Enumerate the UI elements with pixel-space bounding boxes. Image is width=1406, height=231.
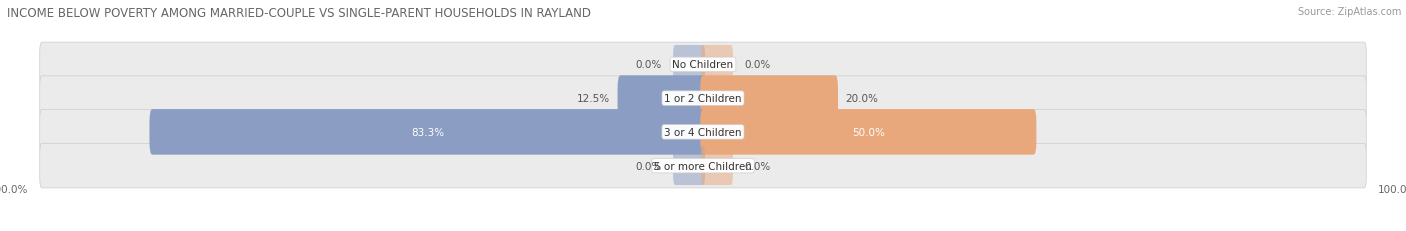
FancyBboxPatch shape xyxy=(39,144,1367,188)
Text: No Children: No Children xyxy=(672,60,734,70)
Text: 0.0%: 0.0% xyxy=(636,60,661,70)
FancyBboxPatch shape xyxy=(702,46,733,84)
Text: 0.0%: 0.0% xyxy=(745,60,770,70)
Text: 12.5%: 12.5% xyxy=(576,94,610,104)
Text: 0.0%: 0.0% xyxy=(745,161,770,171)
FancyBboxPatch shape xyxy=(149,110,706,155)
Text: 83.3%: 83.3% xyxy=(411,127,444,137)
Text: 3 or 4 Children: 3 or 4 Children xyxy=(664,127,742,137)
Text: INCOME BELOW POVERTY AMONG MARRIED-COUPLE VS SINGLE-PARENT HOUSEHOLDS IN RAYLAND: INCOME BELOW POVERTY AMONG MARRIED-COUPL… xyxy=(7,7,591,20)
FancyBboxPatch shape xyxy=(700,76,838,121)
FancyBboxPatch shape xyxy=(39,110,1367,155)
Text: 5 or more Children: 5 or more Children xyxy=(654,161,752,171)
FancyBboxPatch shape xyxy=(39,43,1367,87)
FancyBboxPatch shape xyxy=(617,76,706,121)
Text: 100.0%: 100.0% xyxy=(1378,184,1406,195)
FancyBboxPatch shape xyxy=(39,76,1367,121)
FancyBboxPatch shape xyxy=(673,46,704,84)
Text: 50.0%: 50.0% xyxy=(852,127,884,137)
FancyBboxPatch shape xyxy=(702,147,733,185)
Text: 100.0%: 100.0% xyxy=(0,184,28,195)
FancyBboxPatch shape xyxy=(700,110,1036,155)
Text: Source: ZipAtlas.com: Source: ZipAtlas.com xyxy=(1298,7,1402,17)
FancyBboxPatch shape xyxy=(673,147,704,185)
Text: 1 or 2 Children: 1 or 2 Children xyxy=(664,94,742,104)
Text: 0.0%: 0.0% xyxy=(636,161,661,171)
Text: 20.0%: 20.0% xyxy=(845,94,879,104)
